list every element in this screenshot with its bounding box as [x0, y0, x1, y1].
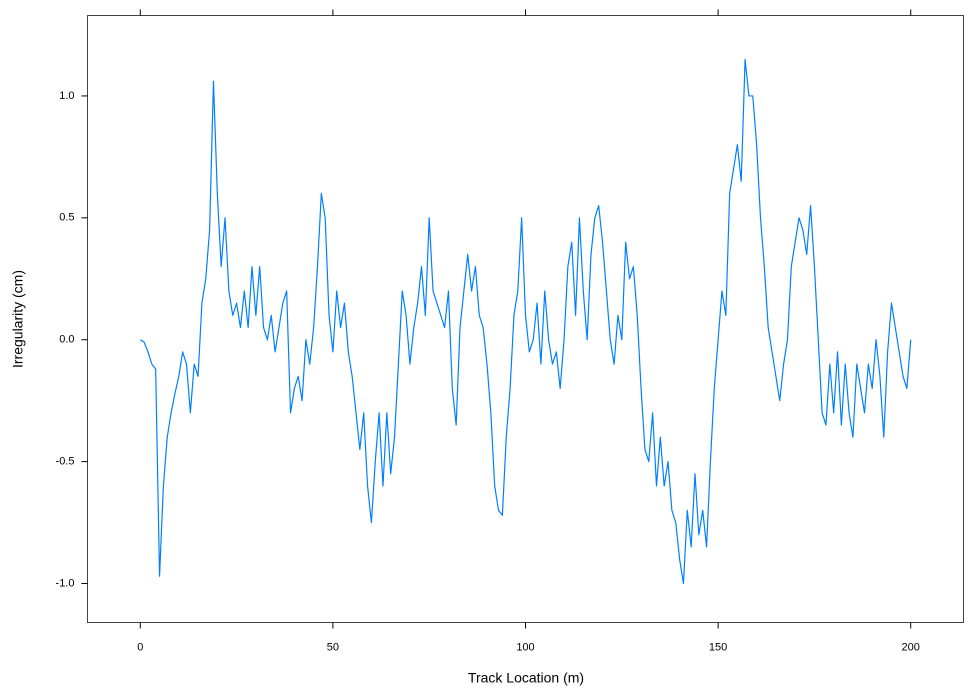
- y-tick-label: 0.0: [59, 334, 74, 346]
- x-tick-label: 50: [327, 641, 339, 653]
- x-tick-label: 0: [137, 641, 143, 653]
- x-tick-label: 150: [709, 641, 727, 653]
- y-tick-label: 1.0: [59, 90, 74, 102]
- data-line: [139, 58, 912, 585]
- y-tick-label: -1.0: [56, 577, 75, 589]
- x-tick-label: 100: [516, 641, 534, 653]
- x-tick-label: 200: [902, 641, 920, 653]
- y-tick-label: -0.5: [56, 456, 75, 468]
- x-axis-label: Track Location (m): [468, 670, 584, 686]
- y-tick-label: 0.5: [59, 212, 74, 224]
- y-axis-label: Irregularity (cm): [10, 270, 26, 368]
